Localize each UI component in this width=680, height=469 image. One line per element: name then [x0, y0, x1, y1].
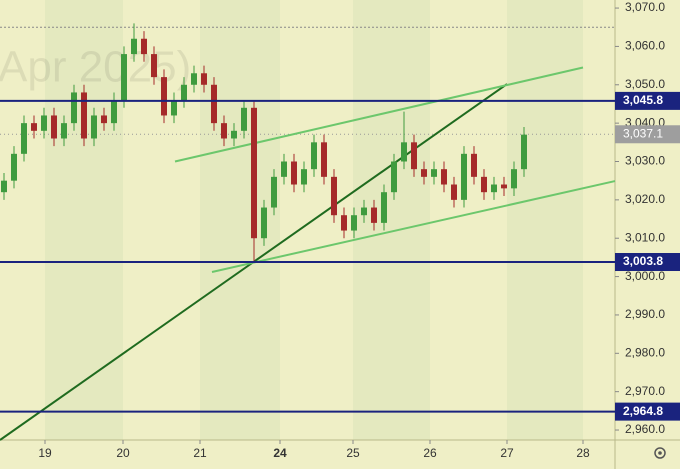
candle-body [61, 123, 67, 139]
candle-body [361, 207, 367, 216]
candle-body [291, 161, 297, 185]
candle-body [281, 161, 287, 177]
candle-body [41, 115, 47, 131]
candle-body [81, 92, 87, 139]
candle-body [181, 84, 187, 101]
level-label-box [615, 402, 680, 421]
candle-body [11, 153, 17, 181]
candle-body [151, 54, 157, 78]
candle-body [131, 38, 137, 55]
candle-body [381, 192, 387, 223]
y-tick-label: 3,060.0 [625, 39, 665, 53]
y-tick-label: 2,980.0 [625, 345, 665, 359]
y-tick-label: 2,970.0 [625, 384, 665, 398]
candle-body [481, 176, 487, 193]
candle-body [241, 107, 247, 131]
level-label-box [615, 91, 680, 110]
candle-body [261, 207, 267, 239]
candle-body [471, 153, 477, 177]
day-band [200, 0, 280, 440]
x-tick-label: 24 [273, 446, 287, 460]
candle-body [331, 176, 337, 216]
candle-body [431, 169, 437, 177]
candle-body [161, 77, 167, 116]
candle-body [71, 92, 77, 124]
candle-body [171, 100, 177, 116]
last-price-label: 3,037.1 [623, 126, 663, 140]
candle-body [221, 123, 227, 139]
candle-body [141, 38, 147, 55]
y-tick-label: 3,010.0 [625, 230, 665, 244]
level-label: 2,964.8 [623, 404, 663, 418]
candle-body [311, 142, 317, 170]
candle-body [401, 142, 407, 162]
candle-body [411, 142, 417, 170]
candle-body [211, 84, 217, 124]
settings-dot[interactable] [658, 451, 662, 455]
candle-body [501, 184, 507, 189]
candle-body [441, 169, 447, 185]
x-tick-label: 21 [193, 446, 207, 460]
candle-body [451, 184, 457, 200]
candle-body [371, 207, 377, 223]
watermark: Apr 2025) [0, 43, 191, 92]
candle-body [201, 73, 207, 85]
x-tick-label: 28 [576, 446, 590, 460]
candle-body [391, 161, 397, 193]
x-tick-label: 25 [346, 446, 360, 460]
x-tick-label: 20 [116, 446, 130, 460]
x-tick-label: 26 [423, 446, 437, 460]
y-tick-label: 3,020.0 [625, 192, 665, 206]
level-label: 3,003.8 [623, 254, 663, 268]
candle-body [271, 176, 277, 208]
candle-body [421, 169, 427, 177]
candle-body [111, 100, 117, 124]
candle-body [121, 54, 127, 101]
last-price-box [615, 125, 680, 144]
candle-body [91, 115, 97, 139]
level-label: 3,045.8 [623, 93, 663, 107]
candle-body [21, 123, 27, 154]
candle-body [521, 134, 527, 170]
trendline [174, 66, 584, 163]
level-label-box [615, 253, 680, 272]
candle-body [351, 215, 357, 231]
candle-body [231, 130, 237, 139]
candle-body [31, 123, 37, 131]
x-tick-label: 19 [38, 446, 52, 460]
y-tick-label: 3,050.0 [625, 77, 665, 91]
candle-body [511, 169, 517, 189]
day-band [507, 0, 583, 440]
candle-body [461, 153, 467, 200]
settings-icon[interactable] [654, 447, 666, 459]
candle-body [321, 142, 327, 177]
y-tick-label: 2,960.0 [625, 422, 665, 436]
candle-body [191, 73, 197, 85]
settings-ring[interactable] [654, 447, 666, 459]
candle-body [51, 115, 57, 139]
day-band [353, 0, 430, 440]
y-tick-label: 2,990.0 [625, 307, 665, 321]
candle-body [341, 215, 347, 231]
y-tick-label: 3,000.0 [625, 269, 665, 283]
y-tick-label: 3,030.0 [625, 154, 665, 168]
trendline [211, 180, 616, 273]
candle-body [301, 169, 307, 185]
candle-body [251, 107, 257, 239]
y-tick-label: 3,070.0 [625, 0, 665, 14]
day-band [45, 0, 123, 440]
candle-body [1, 180, 7, 193]
candle-body [101, 115, 107, 124]
candle-body [491, 184, 497, 193]
x-tick-label: 27 [500, 446, 514, 460]
